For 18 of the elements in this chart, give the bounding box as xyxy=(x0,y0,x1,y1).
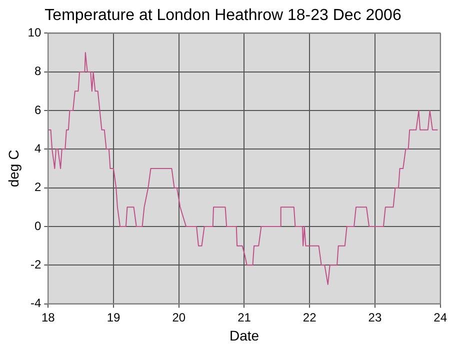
x-tick-label: 22 xyxy=(302,310,317,324)
y-axis-title: deg C xyxy=(5,150,22,188)
x-tick-label: 21 xyxy=(238,310,252,324)
x-tick-label: 23 xyxy=(368,310,382,324)
x-tick-label: 19 xyxy=(106,310,121,324)
y-tick-label: 8 xyxy=(34,64,42,78)
y-tick-label: -4 xyxy=(30,296,42,310)
y-tick-label: 10 xyxy=(28,26,42,40)
y-tick-label: 6 xyxy=(34,102,42,117)
chart-title: Temperature at London Heathrow 18-23 Dec 2006 xyxy=(44,7,402,24)
y-tick-label: 4 xyxy=(34,141,42,156)
y-tick-label: -2 xyxy=(30,257,42,272)
x-tick-label: 20 xyxy=(172,310,186,324)
x-axis-title: Date xyxy=(229,327,260,344)
y-tick-label: 2 xyxy=(34,180,42,194)
x-tick-label: 18 xyxy=(41,310,56,324)
y-tick-label: 0 xyxy=(34,218,42,233)
x-tick-label: 24 xyxy=(434,310,448,324)
